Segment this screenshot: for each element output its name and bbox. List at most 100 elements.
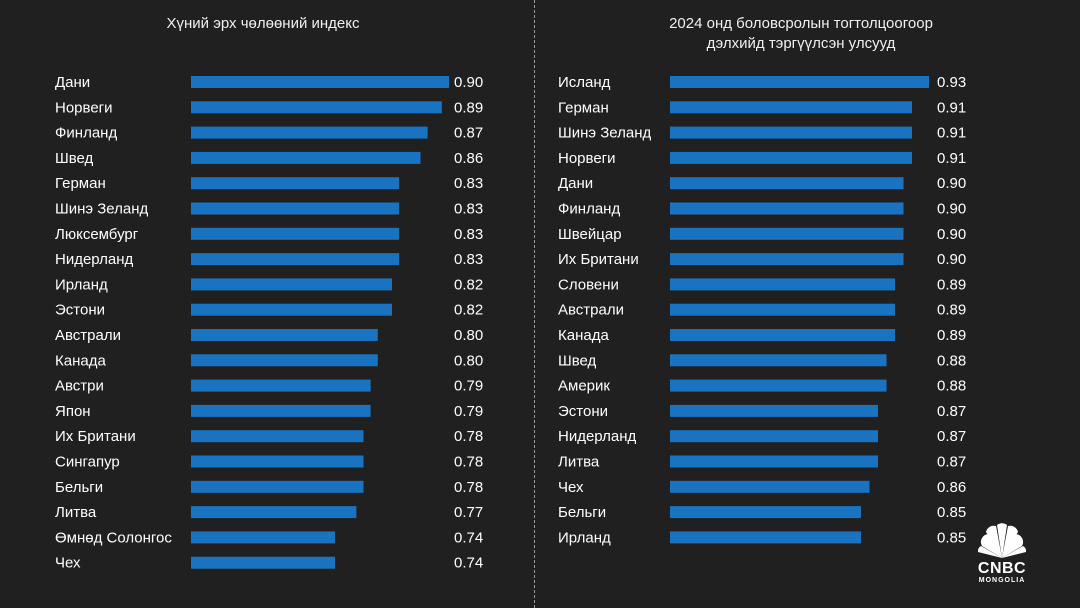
bar	[191, 278, 392, 291]
category-label: Чех	[55, 555, 81, 572]
value-label: 0.89	[937, 302, 966, 319]
bar	[670, 76, 929, 88]
value-label: 0.83	[454, 251, 483, 268]
bar	[191, 151, 421, 164]
bar	[670, 227, 904, 240]
bar	[670, 126, 912, 139]
value-label: 0.85	[937, 504, 966, 521]
category-label: Герман	[55, 175, 106, 192]
value-label: 0.83	[454, 175, 483, 192]
bar	[670, 202, 904, 215]
value-label: 0.83	[454, 226, 483, 243]
value-label: 0.88	[937, 352, 966, 369]
bar	[670, 379, 887, 392]
bar	[670, 278, 895, 291]
bar	[670, 151, 912, 164]
category-label: Швед	[55, 150, 94, 167]
category-label: Дани	[55, 74, 90, 91]
category-label: Литва	[558, 454, 600, 471]
value-label: 0.78	[454, 428, 483, 445]
category-label: Герман	[558, 99, 609, 116]
category-label: Дани	[558, 175, 593, 192]
bar	[670, 531, 861, 544]
value-label: 0.80	[454, 352, 483, 369]
bar	[191, 480, 364, 493]
category-label: Швед	[558, 352, 597, 369]
bar	[191, 329, 378, 341]
category-label: Эстони	[558, 403, 608, 420]
category-label: Исланд	[558, 74, 611, 91]
value-label: 0.79	[454, 403, 483, 420]
category-label: Австрали	[55, 327, 121, 344]
category-label: Өмнөд Солонгос	[55, 529, 172, 546]
value-label: 0.91	[937, 99, 966, 116]
bar	[191, 101, 442, 114]
bar	[191, 455, 364, 468]
category-label: Норвеги	[558, 150, 616, 167]
bar	[191, 227, 400, 240]
value-label: 0.74	[454, 529, 483, 546]
right-chart-title-line-2: дэлхийд тэргүүлсэн улсууд	[706, 35, 896, 52]
category-label: Америк	[558, 378, 610, 395]
value-label: 0.79	[454, 378, 483, 395]
value-label: 0.88	[937, 378, 966, 395]
bar	[670, 253, 904, 266]
category-label: Швейцар	[558, 226, 622, 243]
bar	[191, 303, 392, 316]
bar	[191, 506, 357, 519]
bar	[670, 101, 912, 114]
category-label: Нидерланд	[55, 251, 134, 268]
value-label: 0.90	[937, 175, 966, 192]
category-label: Сингапур	[55, 454, 120, 471]
bar	[191, 404, 371, 417]
right-chart-panel: 2024 онд боловсролын тогтолцоогоор дэлхи…	[536, 0, 1080, 608]
bar	[191, 76, 449, 88]
value-label: 0.93	[937, 74, 966, 91]
value-label: 0.87	[937, 403, 966, 420]
value-label: 0.89	[937, 327, 966, 344]
category-label: Их Британи	[55, 428, 136, 445]
category-label: Нидерланд	[558, 428, 637, 445]
bar	[670, 354, 887, 367]
bar	[191, 177, 400, 190]
category-label: Бельги	[558, 504, 606, 521]
value-label: 0.89	[454, 99, 483, 116]
bar	[191, 253, 400, 266]
category-label: Чех	[558, 479, 584, 496]
value-label: 0.87	[937, 454, 966, 471]
bar	[191, 202, 400, 215]
left-chart-title: Хүний эрх чөлөөний индекс	[166, 15, 360, 32]
category-label: Финланд	[55, 125, 117, 142]
cnbc-mongolia-logo: CNBC MONGOLIA	[968, 520, 1036, 590]
peacock-icon	[977, 523, 1027, 558]
logo-subtext: MONGOLIA	[978, 577, 1026, 584]
bar	[670, 177, 904, 190]
value-label: 0.89	[937, 276, 966, 293]
value-label: 0.83	[454, 201, 483, 218]
value-label: 0.90	[937, 201, 966, 218]
bar	[191, 126, 428, 139]
category-label: Канада	[55, 352, 106, 369]
bar	[670, 329, 895, 341]
category-label: Их Британи	[558, 251, 639, 268]
value-label: 0.86	[937, 479, 966, 496]
category-label: Финланд	[558, 201, 620, 218]
category-label: Япон	[55, 403, 91, 420]
category-label: Австрали	[558, 302, 624, 319]
value-label: 0.74	[454, 555, 483, 572]
category-label: Канада	[558, 327, 609, 344]
bar	[670, 455, 878, 468]
bar	[670, 506, 861, 519]
bar	[191, 354, 378, 367]
bar	[191, 556, 335, 569]
value-label: 0.80	[454, 327, 483, 344]
category-label: Шинэ Зеланд	[558, 125, 652, 142]
category-label: Люксембург	[55, 226, 139, 243]
value-label: 0.78	[454, 454, 483, 471]
value-label: 0.82	[454, 276, 483, 293]
value-label: 0.87	[937, 428, 966, 445]
value-label: 0.90	[937, 226, 966, 243]
value-label: 0.91	[937, 125, 966, 142]
value-label: 0.90	[937, 251, 966, 268]
value-label: 0.77	[454, 504, 483, 521]
